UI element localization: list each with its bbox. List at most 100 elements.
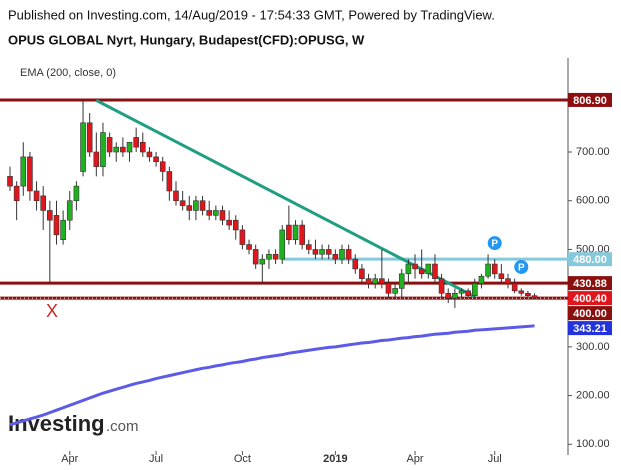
y-tick-label: 600.00 [576, 195, 610, 207]
candle-body [173, 190, 179, 202]
x-tick-label: 2019 [323, 453, 347, 465]
candle-body [219, 210, 226, 221]
candle-body [33, 190, 40, 202]
candle-body [292, 224, 299, 240]
candle-body [518, 290, 525, 294]
candle-body [179, 200, 186, 206]
candle-body [199, 200, 206, 211]
candle-body [365, 278, 372, 284]
candle-body [93, 151, 100, 167]
candle-body [498, 273, 505, 279]
chart-title: OPUS GLOBAL Nyrt, Hungary, Budapest(CFD)… [8, 32, 365, 47]
x-tick-label: Jul [149, 453, 163, 465]
candle-body [226, 219, 232, 226]
level-label: 400.00 [573, 308, 607, 320]
candle-body [305, 244, 312, 250]
candle-body [100, 132, 106, 167]
logo-suffix: .com [106, 418, 139, 435]
candle-body [339, 249, 345, 260]
candle-body [325, 249, 332, 255]
x-tick-label: Apr [406, 453, 423, 465]
price-tag [568, 276, 612, 291]
candle-body [438, 278, 445, 294]
marker [487, 236, 502, 251]
candle-body [452, 292, 458, 299]
candle-body [239, 229, 246, 245]
x-tick-label: Apr [61, 453, 78, 465]
x-tick-label: Oct [234, 453, 251, 465]
candle-body [7, 176, 13, 187]
candle-body [133, 137, 139, 148]
candle-body [445, 292, 452, 299]
candle-body [246, 244, 252, 250]
candle-body [525, 292, 531, 297]
candle-body [412, 263, 418, 270]
candle-body [491, 263, 498, 275]
candle-body [193, 200, 199, 211]
candle-body [379, 278, 385, 284]
last-close-label: 400.40 [573, 293, 607, 305]
candle-body [471, 283, 478, 297]
candle-body [332, 254, 339, 260]
price-tag [568, 321, 612, 336]
candle-body [505, 278, 511, 284]
candle-body [359, 268, 365, 279]
ema-line [9, 324, 535, 427]
candle-body [372, 278, 379, 284]
candle-body [13, 185, 20, 202]
candle-body [166, 171, 173, 192]
x-tick-label: Jul [488, 453, 502, 465]
marker-label: P [518, 263, 525, 274]
candle-body [405, 263, 412, 275]
candle-body [266, 254, 272, 260]
candle-body [40, 195, 47, 211]
price-tag [568, 291, 612, 306]
candle-body [312, 249, 319, 255]
candle-body [120, 146, 126, 153]
candle-body [531, 295, 538, 299]
price-tag [568, 306, 612, 321]
ema-last-label: 343.21 [573, 323, 607, 335]
candle-body [126, 141, 133, 153]
candle-body [465, 290, 471, 297]
published-note: Published on Investing.com, 14/Aug/2019 … [8, 7, 495, 22]
candle-body [272, 254, 279, 260]
candle-body [511, 283, 518, 292]
candle-body [73, 185, 80, 202]
candle-body [186, 205, 193, 211]
level-label: 480.00 [573, 254, 607, 266]
candle-body [352, 258, 359, 270]
annotation: X [46, 301, 58, 321]
candle-body [299, 224, 305, 245]
candle-body [60, 219, 66, 240]
candle-body [485, 263, 491, 277]
trend-line [95, 99, 476, 299]
level-label: 806.90 [573, 95, 607, 107]
candle-body [259, 258, 266, 265]
candle-body [213, 210, 219, 216]
candle-body [140, 141, 146, 153]
candle-body [398, 273, 405, 289]
level-label: 430.88 [573, 278, 607, 290]
candle-body [146, 151, 153, 158]
logo: Investing [8, 411, 105, 436]
marker-label: P [491, 239, 498, 250]
candle-body [279, 229, 286, 260]
candle-body [113, 146, 120, 153]
candle-body [20, 156, 27, 187]
price-tag [568, 252, 612, 267]
candle-body [418, 268, 425, 275]
price-tag [568, 92, 612, 107]
candle-body [66, 200, 73, 221]
candle-body [385, 283, 392, 294]
candle-body [425, 263, 432, 275]
candle-body [458, 290, 465, 294]
candle-body [153, 156, 159, 163]
candle-body [286, 224, 292, 240]
y-tick-label: 200.00 [576, 389, 610, 401]
y-tick-label: 100.00 [576, 438, 610, 450]
candle-body [432, 263, 438, 279]
candle-body [53, 215, 60, 236]
candle-body [106, 137, 113, 153]
